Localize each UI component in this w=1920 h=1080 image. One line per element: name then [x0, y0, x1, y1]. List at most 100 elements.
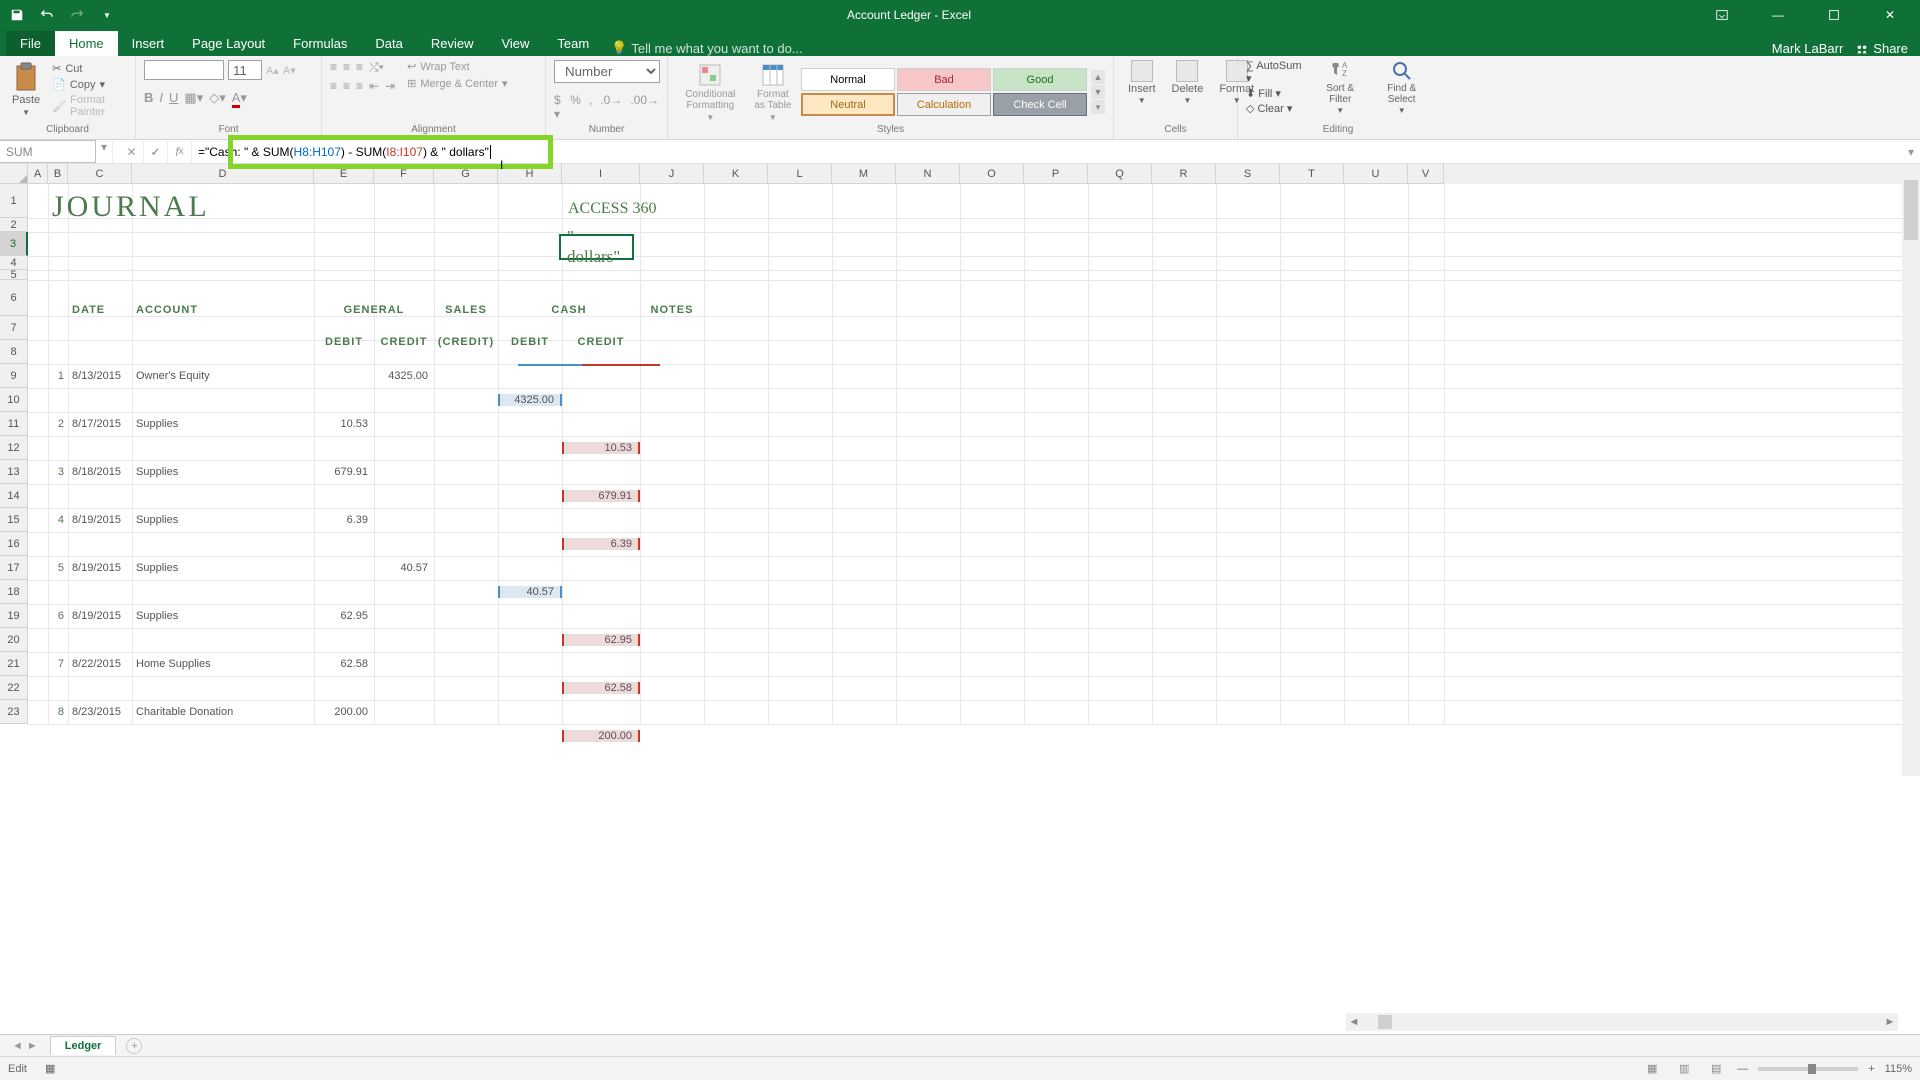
row-header-18[interactable]: 18 [0, 580, 28, 604]
row-header-22[interactable]: 22 [0, 676, 28, 700]
col-header-M[interactable]: M [832, 164, 896, 184]
row-header-1[interactable]: 1 [0, 184, 28, 218]
user-name[interactable]: Mark LaBarr [1772, 41, 1844, 56]
cell-styles-gallery[interactable]: NormalBadGoodNeutralCalculationCheck Cel… [801, 68, 1087, 116]
insert-cells-button[interactable]: Insert▼ [1122, 60, 1162, 105]
wrap-text-button[interactable]: ↩ Wrap Text [407, 60, 507, 73]
tab-file[interactable]: File [6, 31, 55, 56]
align-center-icon[interactable]: ≡ [343, 79, 350, 93]
style-calculation[interactable]: Calculation [897, 93, 991, 116]
style-normal[interactable]: Normal [801, 68, 895, 91]
style-bad[interactable]: Bad [897, 68, 991, 91]
increase-decimal-button[interactable]: .0→ [600, 93, 622, 121]
save-icon[interactable] [6, 4, 28, 26]
decrease-font-icon[interactable]: A▾ [283, 64, 296, 77]
row-header-8[interactable]: 8 [0, 340, 28, 364]
formula-expand-icon[interactable]: ▾ [1902, 140, 1920, 163]
col-header-F[interactable]: F [374, 164, 434, 184]
percent-button[interactable]: % [570, 93, 581, 121]
row-header-2[interactable]: 2 [0, 218, 28, 232]
page-break-view-icon[interactable]: ▤ [1705, 1060, 1727, 1078]
col-header-R[interactable]: R [1152, 164, 1216, 184]
row-header-3[interactable]: 3 [0, 232, 28, 256]
row-header-17[interactable]: 17 [0, 556, 28, 580]
col-header-I[interactable]: I [562, 164, 640, 184]
formula-bar[interactable]: ="Cash: " & SUM(H8:H107) - SUM(I8:I107) … [192, 140, 1902, 163]
row-header-12[interactable]: 12 [0, 436, 28, 460]
col-header-H[interactable]: H [498, 164, 562, 184]
col-header-E[interactable]: E [314, 164, 374, 184]
col-header-N[interactable]: N [896, 164, 960, 184]
bold-button[interactable]: B [144, 90, 153, 106]
style-more-icon[interactable]: ▾ [1091, 100, 1105, 114]
col-header-D[interactable]: D [132, 164, 314, 184]
tab-team[interactable]: Team [543, 31, 603, 56]
tell-me-input[interactable]: 💡 Tell me what you want to do... [611, 40, 802, 56]
align-top-icon[interactable]: ≡ [330, 60, 337, 75]
col-header-U[interactable]: U [1344, 164, 1408, 184]
align-middle-icon[interactable]: ≡ [343, 60, 350, 75]
row-header-6[interactable]: 6 [0, 280, 28, 316]
col-header-T[interactable]: T [1280, 164, 1344, 184]
zoom-slider[interactable] [1758, 1067, 1858, 1071]
maximize-icon[interactable] [1812, 0, 1856, 30]
col-header-P[interactable]: P [1024, 164, 1088, 184]
tab-formulas[interactable]: Formulas [279, 31, 361, 56]
row-header-7[interactable]: 7 [0, 316, 28, 340]
tab-review[interactable]: Review [417, 31, 488, 56]
minimize-icon[interactable]: — [1756, 0, 1800, 30]
align-bottom-icon[interactable]: ≡ [356, 60, 363, 75]
row-header-11[interactable]: 11 [0, 412, 28, 436]
find-select-button[interactable]: Find & Select▼ [1373, 60, 1430, 115]
col-header-A[interactable]: A [28, 164, 48, 184]
col-header-G[interactable]: G [434, 164, 498, 184]
zoom-level[interactable]: 115% [1885, 1063, 1912, 1075]
style-neutral[interactable]: Neutral [801, 93, 895, 116]
row-header-19[interactable]: 19 [0, 604, 28, 628]
fill-color-button[interactable]: ◇▾ [209, 90, 226, 106]
merge-center-button[interactable]: ⊞ Merge & Center ▾ [407, 77, 507, 90]
enter-formula-icon[interactable]: ✓ [144, 140, 168, 163]
row-header-5[interactable]: 5 [0, 270, 28, 280]
hscroll-right-icon[interactable]: ► [1882, 1014, 1898, 1030]
underline-button[interactable]: U [169, 90, 178, 106]
fx-icon[interactable]: fx [168, 140, 192, 163]
autosum-button[interactable]: ∑ AutoSum ▾ [1246, 60, 1307, 85]
cancel-formula-icon[interactable]: ✕ [120, 140, 144, 163]
active-cell[interactable]: " dollars" [559, 234, 634, 260]
undo-icon[interactable] [36, 4, 58, 26]
share-button[interactable]: Share [1855, 41, 1908, 56]
row-header-13[interactable]: 13 [0, 460, 28, 484]
format-painter-button[interactable]: 🖌 Format Painter [52, 94, 127, 118]
normal-view-icon[interactable]: ▦ [1641, 1060, 1663, 1078]
page-layout-view-icon[interactable]: ▥ [1673, 1060, 1695, 1078]
row-header-9[interactable]: 9 [0, 364, 28, 388]
zoom-out-icon[interactable]: — [1737, 1063, 1748, 1075]
col-header-L[interactable]: L [768, 164, 832, 184]
hscroll-left-icon[interactable]: ◄ [1346, 1014, 1362, 1030]
format-as-table-button[interactable]: Format as Table▼ [747, 63, 799, 122]
increase-font-icon[interactable]: A▴ [266, 64, 279, 77]
tab-data[interactable]: Data [361, 31, 416, 56]
close-icon[interactable]: ✕ [1868, 0, 1912, 30]
col-header-Q[interactable]: Q [1088, 164, 1152, 184]
name-box-dropdown-icon[interactable]: ▾ [96, 140, 112, 163]
col-header-J[interactable]: J [640, 164, 704, 184]
col-header-C[interactable]: C [68, 164, 132, 184]
row-header-15[interactable]: 15 [0, 508, 28, 532]
sheet-nav-next-icon[interactable]: ► [27, 1040, 38, 1052]
row-header-10[interactable]: 10 [0, 388, 28, 412]
select-all-corner[interactable] [0, 164, 28, 184]
border-button[interactable]: ▦▾ [184, 90, 203, 106]
row-header-16[interactable]: 16 [0, 532, 28, 556]
style-check-cell[interactable]: Check Cell [993, 93, 1087, 116]
add-sheet-button[interactable]: + [126, 1038, 142, 1054]
font-color-button[interactable]: A▾ [232, 90, 247, 106]
style-down-icon[interactable]: ▼ [1091, 85, 1105, 99]
tab-home[interactable]: Home [55, 31, 118, 56]
font-family-select[interactable] [144, 60, 224, 80]
paste-button[interactable]: Paste ▼ [8, 60, 44, 119]
font-size-select[interactable] [228, 60, 262, 80]
row-header-20[interactable]: 20 [0, 628, 28, 652]
vertical-scrollbar[interactable] [1902, 164, 1920, 776]
